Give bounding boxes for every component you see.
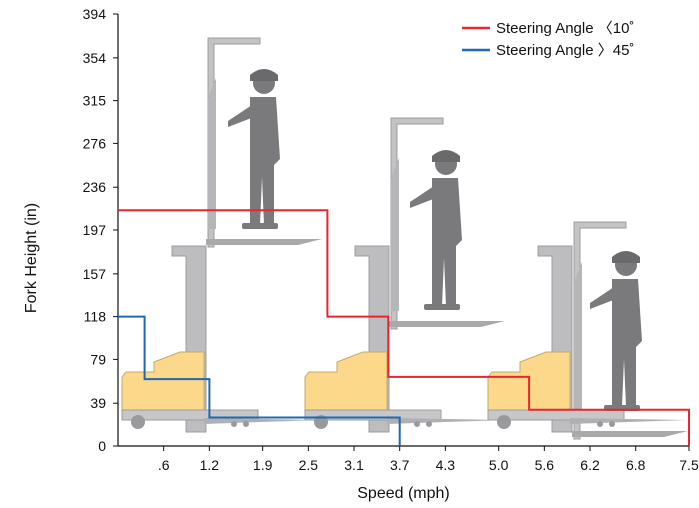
hard-hat (612, 251, 640, 263)
platform (572, 431, 688, 437)
console-post (391, 158, 399, 311)
chassis-base (121, 409, 259, 421)
operator-3 (590, 251, 642, 411)
y-tick-label: 354 (83, 50, 107, 66)
y-tick-label: 315 (83, 93, 107, 109)
y-tick-label: 157 (83, 266, 107, 282)
wheel (609, 421, 615, 427)
forklift-3 (487, 221, 688, 440)
x-tick-label: 2.5 (299, 457, 319, 473)
y-tick-label: 394 (83, 6, 107, 22)
battery-body (121, 351, 205, 411)
console-post (208, 78, 216, 229)
y-tick-label: 118 (84, 309, 107, 325)
x-tick-label: 1.2 (200, 457, 220, 473)
y-tick-label: 79 (90, 351, 106, 367)
hard-hat (432, 150, 460, 162)
arm (228, 105, 254, 127)
feet (424, 304, 460, 310)
x-tick-label: 7.5 (679, 457, 699, 473)
y-tick-label: 197 (83, 222, 107, 238)
y-axis-title: Fork Height (in) (23, 203, 40, 313)
x-axis-title: Speed (mph) (357, 485, 450, 502)
x-tick-label: 4.3 (436, 457, 456, 473)
legend-label-2: Steering Angle 〉45˚ (496, 42, 634, 59)
wheel (414, 421, 420, 427)
platform (389, 321, 505, 327)
wheel (426, 421, 432, 427)
torso-legs (250, 97, 280, 225)
y-tick-label: 276 (83, 135, 107, 151)
wheel (243, 421, 249, 427)
y-tick-label: 39 (90, 395, 106, 411)
y-tick-label: 0 (98, 438, 106, 454)
hard-hat (250, 69, 278, 81)
battery-body (304, 351, 388, 411)
fork (570, 418, 688, 424)
fork (387, 418, 505, 424)
arm (590, 287, 616, 309)
torso-legs (432, 178, 462, 306)
feet (242, 223, 278, 229)
axes: 0 39 79 118 157 197 236 276 315 354 394 .6 1.2 1.9 2.5… (83, 6, 699, 473)
x-tick-label: 6.8 (626, 457, 646, 473)
fork (204, 418, 322, 424)
wheel (231, 421, 237, 427)
x-tick-label: .6 (158, 457, 170, 473)
x-tick-label: 3.7 (390, 457, 410, 473)
wheel (497, 415, 511, 429)
series-line-2 (118, 315, 401, 446)
operator-1 (228, 69, 280, 229)
x-tick-label: 6.2 (580, 457, 600, 473)
x-tick-label: 3.1 (344, 457, 364, 473)
console-post (574, 262, 582, 421)
legend-label-1: Steering Angle 〈10˚ (496, 20, 634, 37)
wheel (597, 421, 603, 427)
wheel (131, 415, 145, 429)
torso-legs (612, 279, 642, 407)
platform (206, 239, 322, 245)
forklift-illustration (121, 37, 688, 440)
chassis-base (304, 409, 442, 421)
x-tick-label: 5.0 (489, 457, 509, 473)
series-line-1 (118, 209, 690, 446)
operator-2 (410, 150, 462, 310)
legend: Steering Angle 〈10˚ Steering Angle 〉45˚ (462, 20, 634, 59)
x-tick-label: 1.9 (253, 457, 273, 473)
forklift-1 (121, 37, 322, 433)
y-tick-label: 236 (83, 179, 107, 195)
x-tick-label: 5.6 (535, 457, 555, 473)
forklift-2 (304, 117, 505, 433)
arm (410, 186, 436, 208)
series-lines (118, 209, 690, 446)
